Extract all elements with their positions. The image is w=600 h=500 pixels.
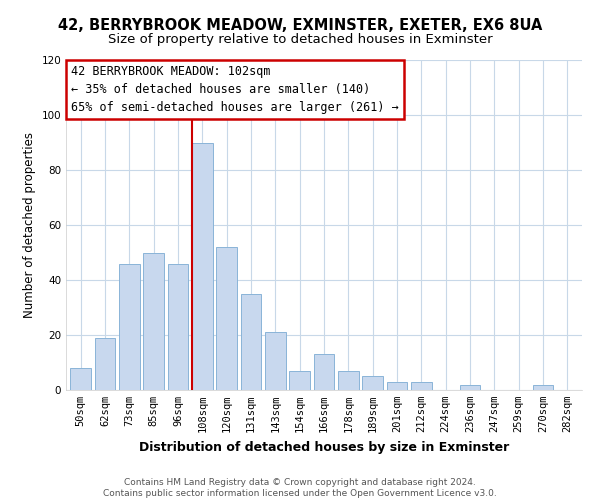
Bar	[216, 247, 237, 390]
Text: Contains HM Land Registry data © Crown copyright and database right 2024.
Contai: Contains HM Land Registry data © Crown c…	[103, 478, 497, 498]
Bar	[533, 384, 553, 390]
Bar	[338, 371, 359, 390]
X-axis label: Distribution of detached houses by size in Exminster: Distribution of detached houses by size …	[139, 440, 509, 454]
Bar	[70, 368, 91, 390]
Bar	[386, 382, 407, 390]
Bar	[119, 264, 140, 390]
Y-axis label: Number of detached properties: Number of detached properties	[23, 132, 36, 318]
Text: Size of property relative to detached houses in Exminster: Size of property relative to detached ho…	[107, 32, 493, 46]
Bar	[143, 252, 164, 390]
Text: 42, BERRYBROOK MEADOW, EXMINSTER, EXETER, EX6 8UA: 42, BERRYBROOK MEADOW, EXMINSTER, EXETER…	[58, 18, 542, 32]
Text: 42 BERRYBROOK MEADOW: 102sqm
← 35% of detached houses are smaller (140)
65% of s: 42 BERRYBROOK MEADOW: 102sqm ← 35% of de…	[71, 65, 399, 114]
Bar	[95, 338, 115, 390]
Bar	[460, 384, 481, 390]
Bar	[289, 371, 310, 390]
Bar	[362, 376, 383, 390]
Bar	[314, 354, 334, 390]
Bar	[167, 264, 188, 390]
Bar	[411, 382, 432, 390]
Bar	[241, 294, 262, 390]
Bar	[265, 332, 286, 390]
Bar	[192, 142, 212, 390]
